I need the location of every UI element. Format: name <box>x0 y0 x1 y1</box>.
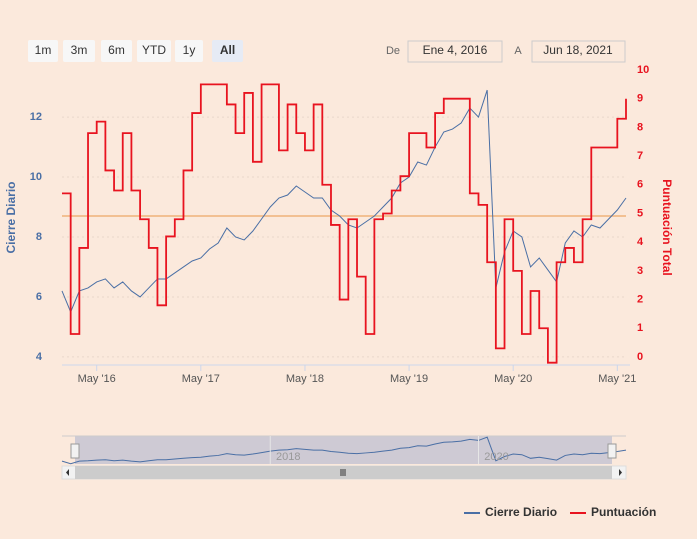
range-button[interactable] <box>63 40 95 62</box>
y2-tick-label: 1 <box>637 322 643 334</box>
scroll-right[interactable] <box>619 469 622 476</box>
navigator-handle[interactable] <box>70 443 80 459</box>
x-tick-label: May '19 <box>390 373 428 385</box>
range-button-label: 1y <box>183 43 196 57</box>
y2-tick-label: 5 <box>637 207 643 219</box>
legend-label[interactable]: Puntuación <box>591 505 656 519</box>
range-button[interactable] <box>28 40 58 62</box>
x-tick-label: May '17 <box>182 373 220 385</box>
range-button-label: 3m <box>71 43 88 57</box>
y2-axis-title: Puntuación Total <box>660 179 674 275</box>
range-button-label: 6m <box>108 43 125 57</box>
legend-label[interactable]: Cierre Diario <box>485 505 557 519</box>
y2-tick-label: 9 <box>637 93 643 105</box>
x-tick-label: May '20 <box>494 373 532 385</box>
y2-tick-label: 0 <box>637 351 643 363</box>
range-button[interactable] <box>137 40 171 62</box>
y2-tick-label: 4 <box>637 236 644 248</box>
y2-tick-label: 2 <box>637 293 643 305</box>
x-tick-label: May '21 <box>598 373 636 385</box>
range-button[interactable] <box>101 40 132 62</box>
range-button-label: YTD <box>142 43 166 57</box>
navigator-label: 2020 <box>484 451 508 463</box>
navigator-series <box>61 436 627 465</box>
scroll-left[interactable] <box>66 469 69 476</box>
y-tick-label: 6 <box>36 291 42 303</box>
x-tick-label: May '16 <box>78 373 116 385</box>
to-label: A <box>514 45 522 57</box>
from-input[interactable] <box>407 40 503 63</box>
from-label: De <box>386 45 400 57</box>
y2-tick-label: 7 <box>637 150 643 162</box>
series-line <box>62 83 627 364</box>
navigator-label: 2018 <box>276 451 300 463</box>
y-tick-label: 4 <box>36 351 43 363</box>
scroll-grip <box>340 469 346 476</box>
series-line <box>61 89 627 314</box>
range-button[interactable] <box>175 40 203 62</box>
range-button-label: 1m <box>35 43 52 57</box>
x-tick-label: May '18 <box>286 373 324 385</box>
y-axis-title: Cierre Diario <box>4 181 18 253</box>
from-date: Ene 4, 2016 <box>423 43 488 57</box>
range-button-label: All <box>220 43 235 57</box>
navigator-handle[interactable] <box>607 443 617 459</box>
y2-tick-label: 10 <box>637 64 649 76</box>
y-tick-label: 12 <box>30 111 42 123</box>
y2-tick-label: 6 <box>637 179 643 191</box>
y2-tick-label: 3 <box>637 265 643 277</box>
y-tick-label: 10 <box>30 171 42 183</box>
to-input[interactable] <box>531 40 626 63</box>
range-button[interactable] <box>212 40 243 62</box>
y-tick-label: 8 <box>36 231 42 243</box>
to-date: Jun 18, 2021 <box>543 43 613 57</box>
y2-tick-label: 8 <box>637 121 643 133</box>
